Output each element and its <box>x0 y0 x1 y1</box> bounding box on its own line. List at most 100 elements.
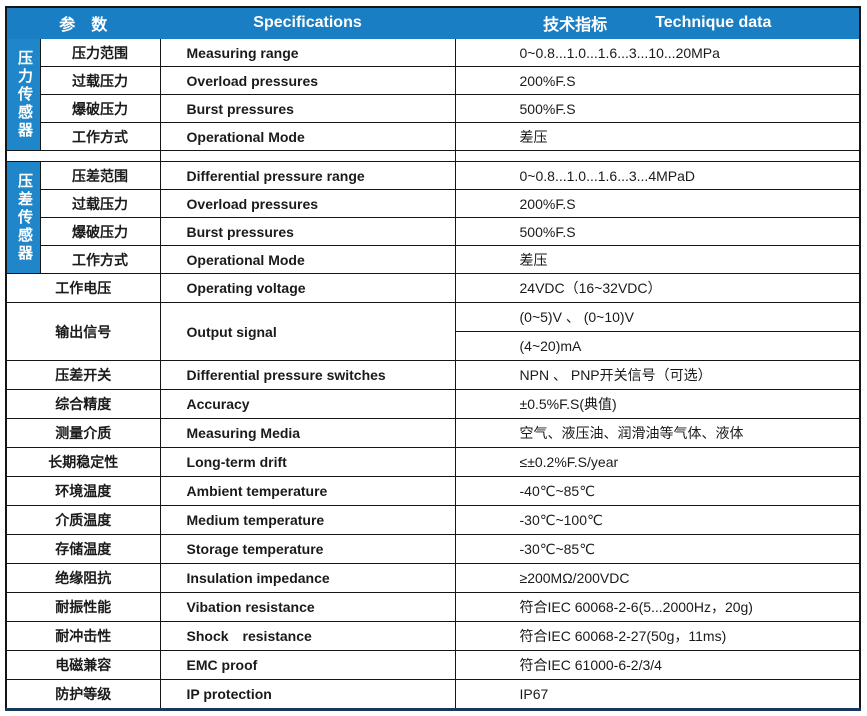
table-row: 耐振性能 Vibation resistance 符合IEC 60068-2-6… <box>5 592 861 622</box>
param-label-cn: 综合精度 <box>5 389 161 419</box>
tech-value: 500%F.S <box>454 94 861 123</box>
divider-cell <box>454 150 861 162</box>
param-label-cn: 介质温度 <box>5 505 161 535</box>
section-pressure-sensor-label: 压力传感器 <box>16 49 33 140</box>
table-row: 爆破压力 Burst pressures 500%F.S <box>6 217 861 246</box>
spec-label-en: Overload pressures <box>159 66 456 95</box>
param-label-cn: 耐振性能 <box>5 592 161 622</box>
divider-cell <box>5 150 161 162</box>
tech-value: (0~5)V 、 (0~10)V <box>454 302 861 332</box>
spec-label-en: Long-term drift <box>159 447 456 477</box>
table-row: 长期稳定性 Long-term drift ≤±0.2%F.S/year <box>5 447 861 477</box>
spec-label-en: EMC proof <box>159 650 456 680</box>
spec-label-en: Differential pressure switches <box>159 360 456 390</box>
param-label-cn: 绝缘阻抗 <box>5 563 161 593</box>
section-divider-row <box>5 150 861 162</box>
header-tech-en: Technique data <box>655 14 772 31</box>
table-row: 爆破压力 Burst pressures 500%F.S <box>6 94 861 123</box>
table-row: 压力传感器 压力范围 Measuring range 0~0.8...1.0..… <box>5 38 861 151</box>
table-row: 环境温度 Ambient temperature -40℃~85℃ <box>5 476 861 506</box>
param-label-cn: 工作电压 <box>5 273 161 303</box>
header-specifications: Specifications <box>159 6 456 39</box>
table-row: (4~20)mA <box>6 331 861 361</box>
section-pressure-sensor: 压力传感器 <box>5 38 41 151</box>
spec-sheet: 参 数 Specifications 技术指标 Technique data 压… <box>5 6 862 711</box>
table-row: 过载压力 Overload pressures 200%F.S <box>6 66 861 95</box>
tech-value: 24VDC（16~32VDC） <box>454 273 861 303</box>
param-label-cn: 爆破压力 <box>39 217 161 246</box>
spec-label-en: Measuring range <box>159 38 456 67</box>
param-label-cn: 电磁兼容 <box>5 650 161 680</box>
tech-value: 符合IEC 61000-6-2/3/4 <box>454 650 861 680</box>
tech-value: -40℃~85℃ <box>454 476 861 506</box>
table-row: 测量介质 Measuring Media 空气、液压油、润滑油等气体、液体 <box>5 418 861 448</box>
tech-value: ≥200MΩ/200VDC <box>454 563 861 593</box>
section-diff-pressure-sensor: 压差传感器 <box>5 161 41 274</box>
spec-label-en: Operational Mode <box>159 245 456 274</box>
param-label-cn: 耐冲击性 <box>5 621 161 651</box>
param-label-cn: 存储温度 <box>5 534 161 564</box>
spec-label-en: IP protection <box>159 679 456 710</box>
spec-label-en: Storage temperature <box>159 534 456 564</box>
table-row: 绝缘阻抗 Insulation impedance ≥200MΩ/200VDC <box>5 563 861 593</box>
tech-value: 空气、液压油、润滑油等气体、液体 <box>454 418 861 448</box>
spec-label-en: Measuring Media <box>159 418 456 448</box>
table-row: 电磁兼容 EMC proof 符合IEC 61000-6-2/3/4 <box>5 650 861 680</box>
spec-label-en: Medium temperature <box>159 505 456 535</box>
spec-table: 参 数 Specifications 技术指标 Technique data 压… <box>5 6 862 711</box>
divider-cell <box>159 150 456 162</box>
table-header-row: 参 数 Specifications 技术指标 Technique data <box>5 6 861 39</box>
spec-label-en: Output signal <box>159 302 456 361</box>
header-param: 参 数 <box>5 6 161 39</box>
table-row: 介质温度 Medium temperature -30℃~100℃ <box>5 505 861 535</box>
tech-value: 差压 <box>454 245 861 274</box>
table-row: 综合精度 Accuracy ±0.5%F.S(典值) <box>5 389 861 419</box>
tech-value: 符合IEC 60068-2-6(5...2000Hz，20g) <box>454 592 861 622</box>
table-row: 压差开关 Differential pressure switches NPN … <box>5 360 861 390</box>
tech-value: 符合IEC 60068-2-27(50g，11ms) <box>454 621 861 651</box>
tech-value: NPN 、 PNP开关信号（可选） <box>454 360 861 390</box>
param-label-cn: 测量介质 <box>5 418 161 448</box>
spec-label-en: Accuracy <box>159 389 456 419</box>
tech-value: 差压 <box>454 122 861 151</box>
tech-value: 500%F.S <box>454 217 861 246</box>
tech-value: 200%F.S <box>454 66 861 95</box>
tech-value: ≤±0.2%F.S/year <box>454 447 861 477</box>
tech-value: 0~0.8...1.0...1.6...3...4MPaD <box>454 161 861 190</box>
param-label-cn: 防护等级 <box>5 679 161 710</box>
param-label-cn: 压力范围 <box>39 38 161 67</box>
header-tech-cn: 技术指标 <box>543 17 608 34</box>
param-label-cn: 输出信号 <box>5 302 161 361</box>
spec-label-en: Insulation impedance <box>159 563 456 593</box>
table-row: 工作方式 Operational Mode 差压 <box>6 245 861 274</box>
spec-label-en: Shock resistance <box>159 621 456 651</box>
spec-label-en: Ambient temperature <box>159 476 456 506</box>
table-row: 工作方式 Operational Mode 差压 <box>6 122 861 151</box>
section-diff-pressure-sensor-label: 压差传感器 <box>16 172 33 263</box>
spec-label-en: Differential pressure range <box>159 161 456 190</box>
table-row: 防护等级 IP protection IP67 <box>5 679 861 710</box>
tech-value: -30℃~85℃ <box>454 534 861 564</box>
tech-value: -30℃~100℃ <box>454 505 861 535</box>
tech-value: ±0.5%F.S(典值) <box>454 389 861 419</box>
table-row: 过载压力 Overload pressures 200%F.S <box>6 189 861 218</box>
table-row: 压差传感器 压差范围 Differential pressure range 0… <box>5 161 861 274</box>
tech-value: 200%F.S <box>454 189 861 218</box>
param-label-cn: 工作方式 <box>39 245 161 274</box>
spec-label-en: Vibation resistance <box>159 592 456 622</box>
param-label-cn: 工作方式 <box>39 122 161 151</box>
table-row: 工作电压 Operating voltage 24VDC（16~32VDC） <box>5 273 861 303</box>
param-label-cn: 过载压力 <box>39 66 161 95</box>
table-row: 耐冲击性 Shock resistance 符合IEC 60068-2-27(5… <box>5 621 861 651</box>
param-label-cn: 爆破压力 <box>39 94 161 123</box>
spec-label-en: Overload pressures <box>159 189 456 218</box>
spec-label-en: Operational Mode <box>159 122 456 151</box>
tech-value: IP67 <box>454 679 861 710</box>
param-label-cn: 压差开关 <box>5 360 161 390</box>
table-row: 存储温度 Storage temperature -30℃~85℃ <box>5 534 861 564</box>
header-technique-data: 技术指标 Technique data <box>454 6 861 39</box>
tech-value: 0~0.8...1.0...1.6...3...10...20MPa <box>454 38 861 67</box>
table-row: 输出信号 Output signal (0~5)V 、 (0~10)V <box>5 302 861 361</box>
param-label-cn: 压差范围 <box>39 161 161 190</box>
tech-value: (4~20)mA <box>454 331 861 361</box>
